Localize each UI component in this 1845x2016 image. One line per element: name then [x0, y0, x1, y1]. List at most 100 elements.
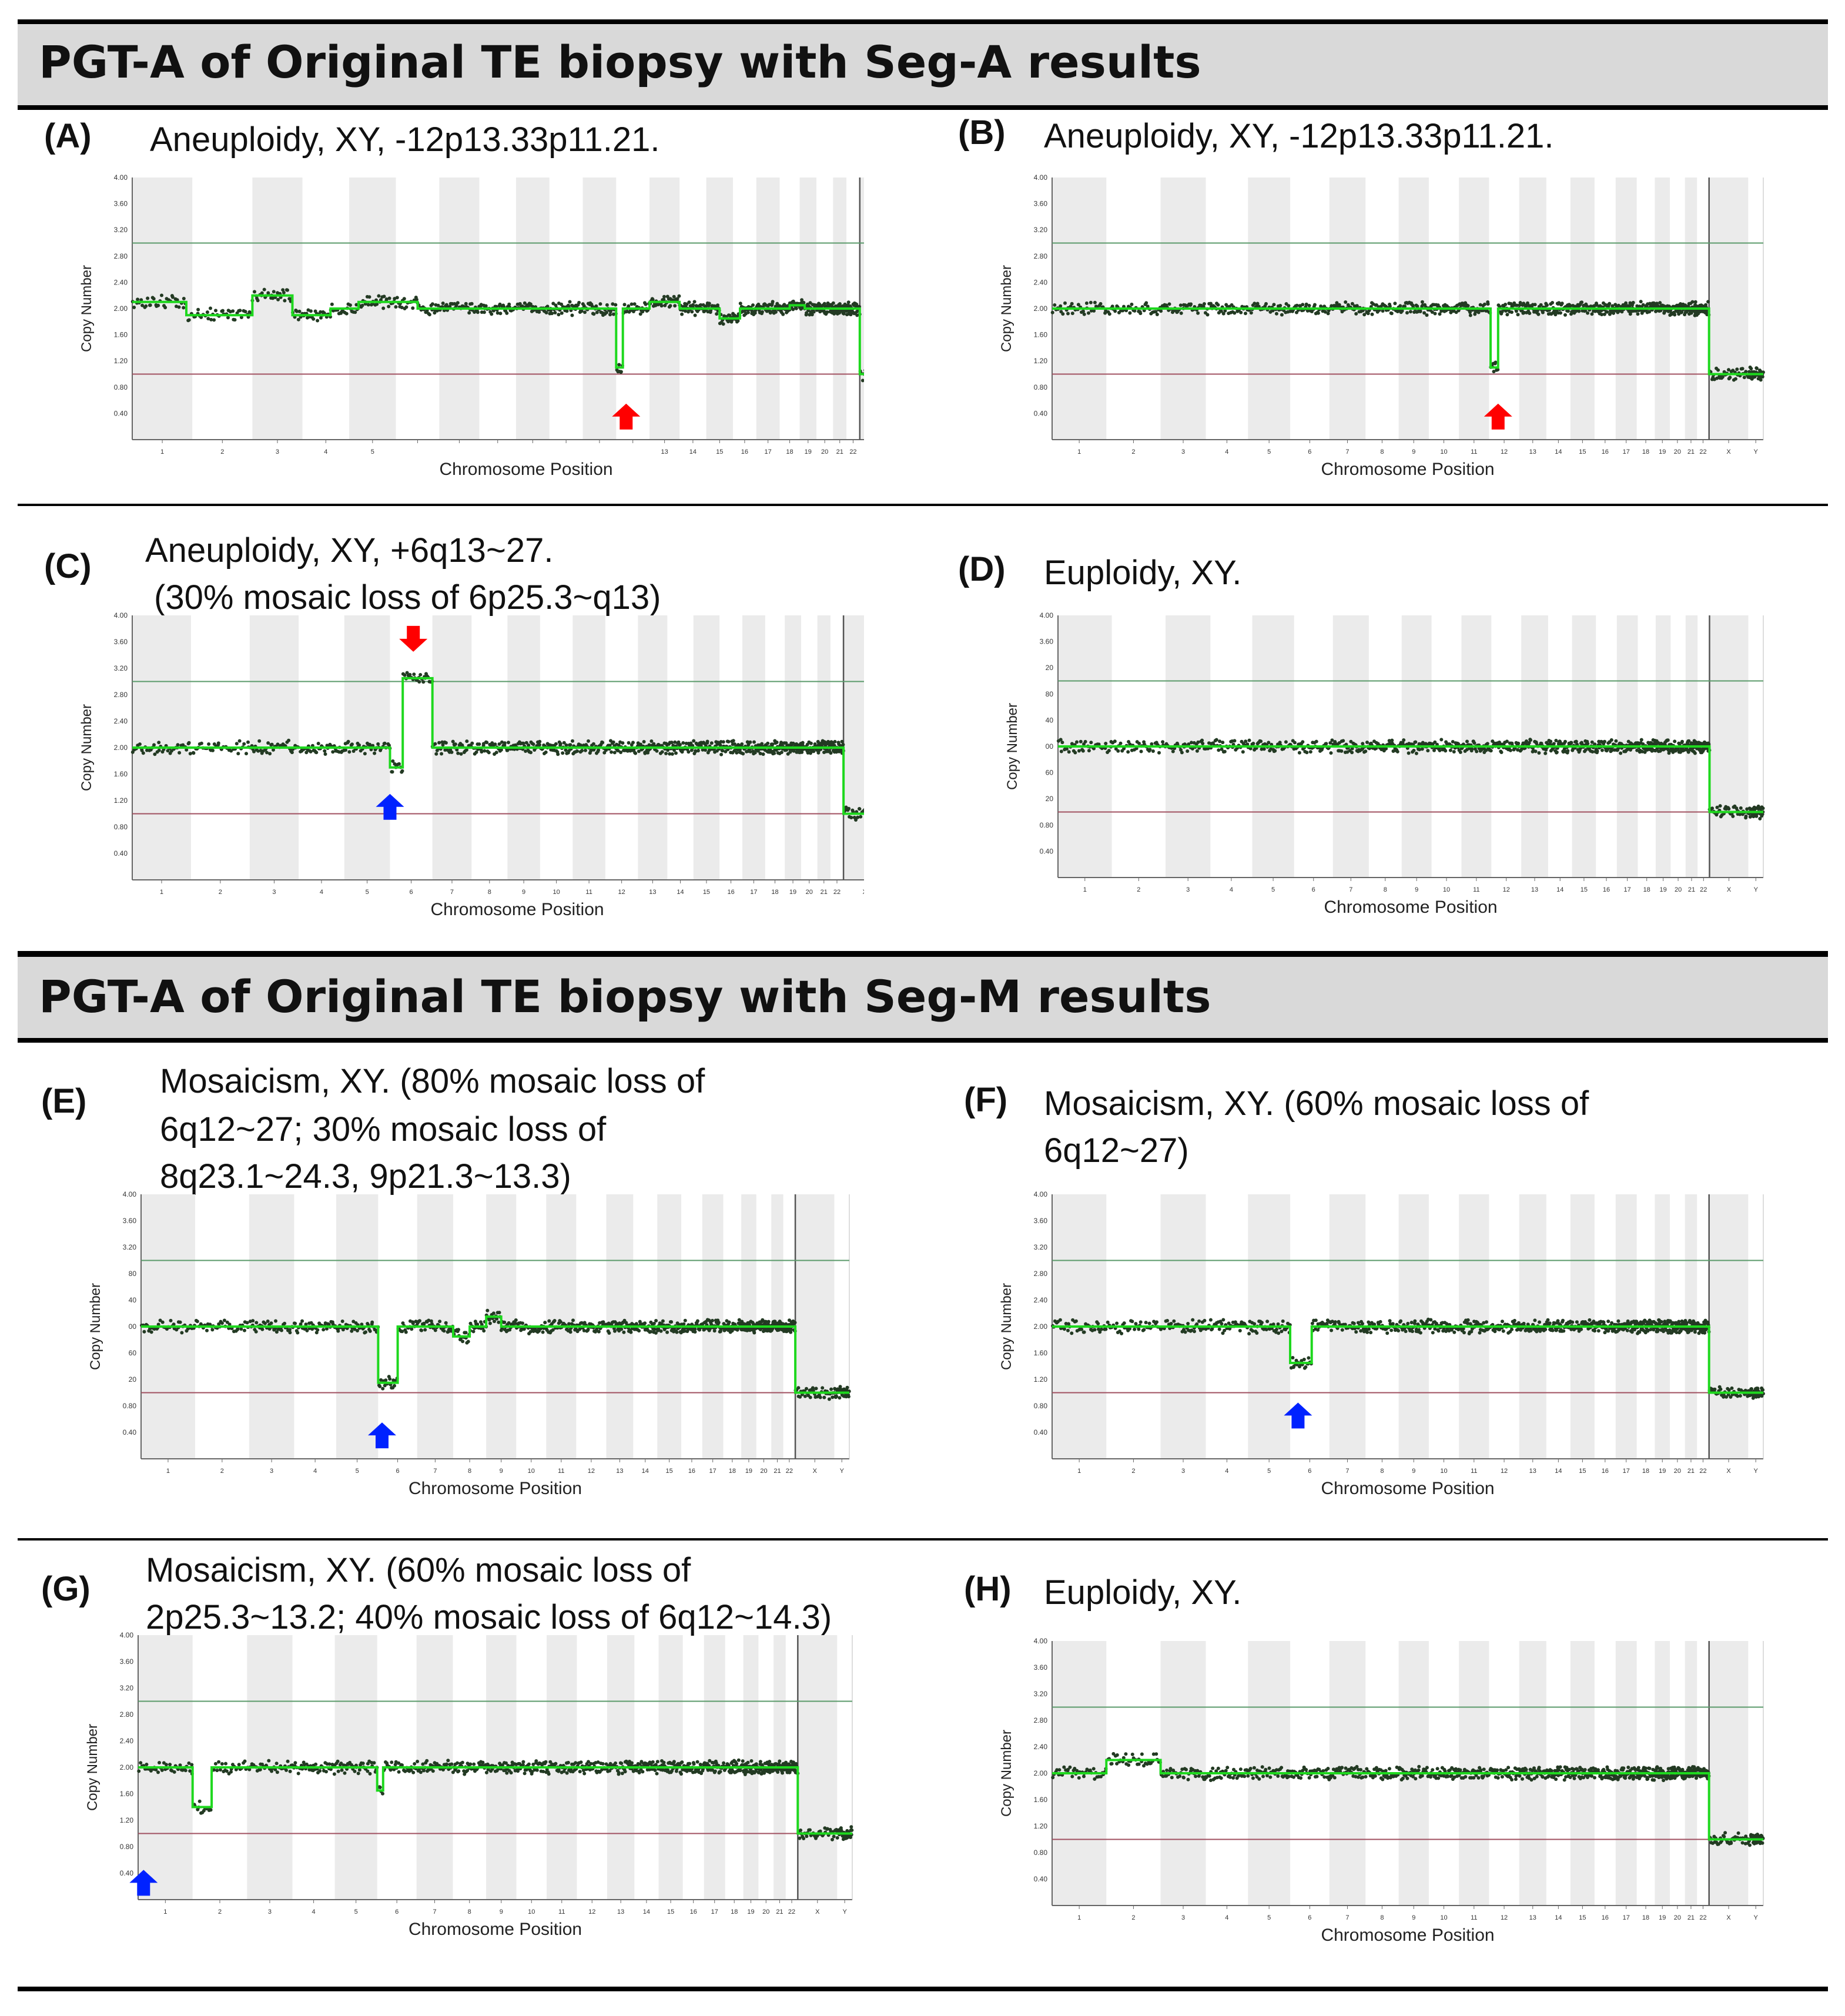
y-tick-label: 0.80 — [114, 383, 128, 391]
x-tick-label: 20 — [806, 889, 813, 896]
data-point — [608, 313, 612, 317]
data-point — [199, 315, 203, 319]
data-point — [287, 738, 291, 742]
data-point — [435, 309, 439, 313]
data-point — [1485, 742, 1489, 746]
data-point — [305, 1328, 309, 1332]
data-point — [1680, 739, 1684, 744]
data-point — [1390, 738, 1394, 742]
x-tick-label: 8 — [1380, 448, 1384, 456]
data-point — [169, 1318, 173, 1322]
data-point — [227, 1322, 232, 1327]
data-point — [1560, 302, 1564, 306]
x-tick-label: 7 — [1345, 1468, 1349, 1475]
data-point — [325, 1327, 329, 1331]
x-tick-label: 13 — [1529, 448, 1536, 456]
data-point — [368, 1329, 372, 1333]
data-point — [753, 751, 757, 755]
data-point — [681, 741, 685, 745]
data-point — [1221, 741, 1225, 745]
data-point — [809, 741, 813, 745]
data-point — [1247, 738, 1251, 742]
data-point — [178, 1320, 182, 1324]
data-point — [238, 309, 242, 313]
data-point — [379, 1378, 383, 1382]
data-point — [1516, 748, 1520, 752]
x-tick-label: 11 — [1473, 886, 1479, 893]
data-point — [427, 313, 431, 317]
data-point — [1116, 749, 1120, 753]
data-point — [1566, 309, 1570, 313]
y-tick-label: 1.60 — [114, 770, 128, 778]
data-point — [1492, 370, 1496, 374]
data-point — [340, 1320, 344, 1323]
x-tick-label: 17 — [765, 448, 772, 456]
data-point — [696, 749, 700, 753]
data-point — [395, 296, 399, 300]
data-point — [221, 309, 225, 313]
data-point — [1344, 300, 1348, 304]
x-tick-label: 15 — [1581, 886, 1588, 893]
data-point — [1201, 742, 1205, 745]
data-point — [1190, 741, 1193, 745]
data-point — [1364, 749, 1368, 754]
data-point — [1407, 751, 1411, 755]
x-tick-label: 1 — [1077, 1468, 1081, 1475]
data-point — [421, 680, 426, 684]
data-point — [818, 1395, 822, 1399]
data-point — [1350, 746, 1354, 751]
x-tick-label: 22 — [1699, 448, 1706, 456]
data-point — [601, 741, 605, 745]
data-point — [1422, 311, 1427, 315]
x-tick-label: 13 — [1529, 1468, 1536, 1475]
data-point — [375, 302, 379, 306]
data-point — [735, 751, 739, 755]
data-point — [1081, 749, 1085, 753]
data-point — [1223, 309, 1227, 313]
data-point — [1516, 741, 1521, 745]
data-point — [411, 306, 415, 310]
data-point — [212, 318, 216, 322]
y-tick-label: 4.00 — [123, 1190, 137, 1198]
data-point — [564, 743, 568, 747]
data-point — [791, 307, 795, 312]
data-point — [1073, 751, 1077, 755]
data-point — [1130, 302, 1134, 306]
x-tick-label: 8 — [1380, 1468, 1384, 1475]
data-point — [553, 1319, 557, 1322]
data-point — [544, 311, 548, 314]
data-point — [251, 1319, 255, 1323]
data-point — [1087, 311, 1090, 315]
data-point — [1418, 309, 1422, 313]
data-point — [859, 815, 863, 819]
data-point — [316, 319, 320, 323]
data-point — [286, 288, 289, 292]
data-point — [746, 743, 751, 747]
data-point — [661, 1319, 665, 1323]
data-point — [1157, 751, 1161, 755]
x-tick-label: 8 — [488, 889, 491, 896]
data-point — [1489, 749, 1493, 753]
data-point — [319, 316, 323, 320]
data-point — [614, 303, 618, 307]
data-point — [157, 748, 161, 752]
data-point — [652, 1327, 657, 1331]
data-point — [1218, 739, 1222, 744]
data-point — [684, 309, 687, 313]
data-point — [268, 752, 272, 756]
data-point — [721, 322, 725, 326]
data-point — [1476, 310, 1481, 314]
data-point — [376, 742, 380, 746]
data-point — [660, 750, 664, 754]
data-point — [229, 749, 233, 753]
data-point — [465, 739, 469, 744]
data-point — [225, 1320, 229, 1324]
data-point — [440, 752, 444, 756]
data-point — [1759, 378, 1763, 382]
data-point — [433, 1328, 437, 1332]
data-point — [597, 1330, 601, 1334]
x-tick-label: 6 — [1308, 448, 1311, 456]
data-point — [1350, 302, 1354, 306]
data-point — [752, 1331, 756, 1335]
data-point — [257, 739, 262, 743]
